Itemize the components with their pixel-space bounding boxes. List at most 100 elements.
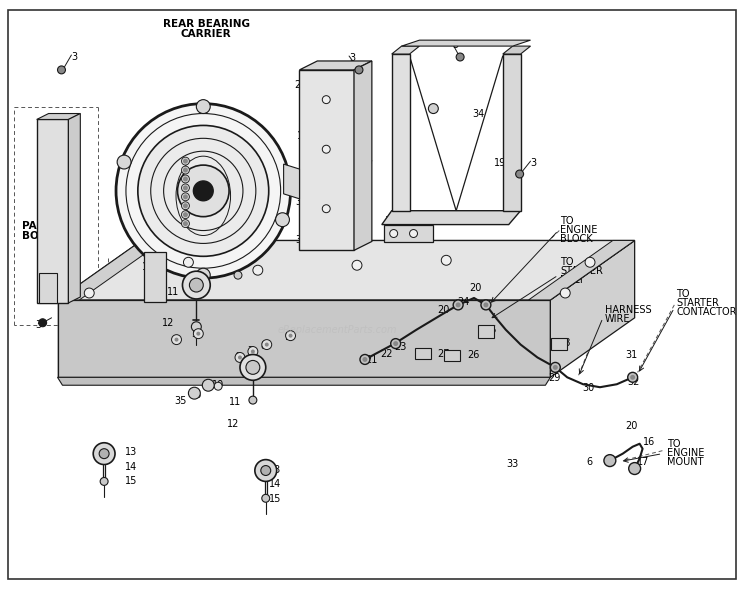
Circle shape	[255, 459, 277, 481]
Circle shape	[262, 494, 270, 502]
Text: 25: 25	[484, 325, 496, 335]
Text: 10: 10	[212, 380, 224, 391]
Circle shape	[183, 167, 188, 173]
Text: 34: 34	[472, 108, 484, 118]
Circle shape	[183, 221, 188, 226]
Circle shape	[289, 334, 292, 337]
Text: 20: 20	[469, 283, 482, 293]
Text: 11: 11	[229, 397, 242, 407]
Circle shape	[484, 302, 488, 307]
Text: 1: 1	[385, 216, 391, 226]
Circle shape	[196, 100, 210, 114]
Text: CONTACTOR: CONTACTOR	[676, 307, 736, 317]
Circle shape	[456, 302, 460, 307]
Polygon shape	[58, 378, 550, 385]
Circle shape	[628, 462, 640, 475]
Circle shape	[196, 332, 200, 336]
Text: 3: 3	[530, 158, 537, 168]
Polygon shape	[58, 240, 634, 300]
Text: 20: 20	[437, 305, 450, 315]
Circle shape	[393, 341, 398, 346]
Circle shape	[553, 365, 558, 370]
Polygon shape	[299, 61, 372, 70]
Text: 28: 28	[558, 337, 571, 348]
Text: 13: 13	[125, 446, 137, 456]
Circle shape	[253, 265, 262, 275]
Circle shape	[58, 66, 65, 74]
Circle shape	[441, 255, 452, 265]
Circle shape	[261, 465, 271, 475]
Circle shape	[248, 346, 258, 356]
Text: 17: 17	[637, 456, 649, 466]
Circle shape	[352, 260, 362, 270]
Text: 24: 24	[458, 297, 470, 307]
Text: BOLT: BOLT	[560, 275, 584, 285]
Text: CARRIER: CARRIER	[181, 29, 232, 39]
Circle shape	[138, 125, 268, 256]
Circle shape	[322, 95, 330, 104]
Text: 6: 6	[234, 352, 240, 362]
Text: 2: 2	[295, 80, 301, 90]
Circle shape	[322, 205, 330, 213]
Text: 31: 31	[626, 349, 638, 359]
Circle shape	[355, 66, 363, 74]
Text: 33: 33	[507, 459, 519, 469]
Circle shape	[322, 145, 330, 153]
Circle shape	[630, 375, 635, 380]
Text: 27: 27	[437, 349, 450, 359]
Text: PANEL: PANEL	[22, 221, 59, 231]
Circle shape	[99, 449, 109, 459]
Text: 12: 12	[162, 318, 174, 328]
Circle shape	[190, 278, 203, 292]
Text: 16: 16	[643, 437, 655, 447]
Circle shape	[516, 170, 524, 178]
Text: 1: 1	[142, 262, 148, 272]
Circle shape	[182, 166, 190, 174]
Text: BLOCK: BLOCK	[560, 233, 593, 243]
Circle shape	[182, 175, 190, 183]
Text: TO: TO	[676, 289, 690, 299]
Polygon shape	[551, 337, 567, 349]
Text: 3: 3	[452, 40, 458, 50]
Polygon shape	[392, 46, 419, 54]
Circle shape	[604, 455, 616, 466]
Polygon shape	[503, 54, 520, 211]
Circle shape	[182, 202, 190, 210]
Polygon shape	[384, 224, 433, 243]
Circle shape	[428, 104, 438, 114]
Circle shape	[183, 158, 188, 164]
Polygon shape	[37, 114, 80, 120]
Text: 21: 21	[365, 356, 377, 366]
Text: 5: 5	[191, 329, 198, 339]
Text: STARTER: STARTER	[560, 266, 603, 276]
Circle shape	[585, 257, 595, 267]
Circle shape	[84, 288, 94, 298]
Circle shape	[628, 372, 638, 382]
Circle shape	[251, 349, 255, 353]
Text: 15: 15	[268, 494, 281, 504]
Text: 3: 3	[349, 53, 355, 63]
Polygon shape	[354, 61, 372, 250]
Text: 35: 35	[175, 396, 187, 406]
Circle shape	[262, 340, 272, 349]
Text: BOTTOM: BOTTOM	[22, 230, 73, 240]
Text: 13: 13	[268, 465, 281, 475]
Circle shape	[188, 387, 200, 399]
Polygon shape	[58, 300, 550, 378]
Text: 32: 32	[628, 378, 640, 388]
Text: 20: 20	[626, 421, 638, 431]
Text: 30: 30	[582, 383, 594, 393]
Text: 15: 15	[125, 477, 137, 487]
Text: eReplacementParts.com: eReplacementParts.com	[278, 325, 397, 335]
Text: 6: 6	[586, 456, 592, 466]
Circle shape	[182, 184, 190, 192]
Circle shape	[183, 194, 188, 199]
Polygon shape	[550, 240, 634, 378]
Circle shape	[93, 443, 115, 465]
Text: 10: 10	[238, 259, 250, 269]
Text: 7: 7	[247, 346, 254, 356]
Text: 1: 1	[296, 131, 303, 141]
Text: 26: 26	[467, 349, 479, 359]
Text: ENGINE: ENGINE	[668, 448, 705, 458]
Circle shape	[390, 230, 398, 237]
